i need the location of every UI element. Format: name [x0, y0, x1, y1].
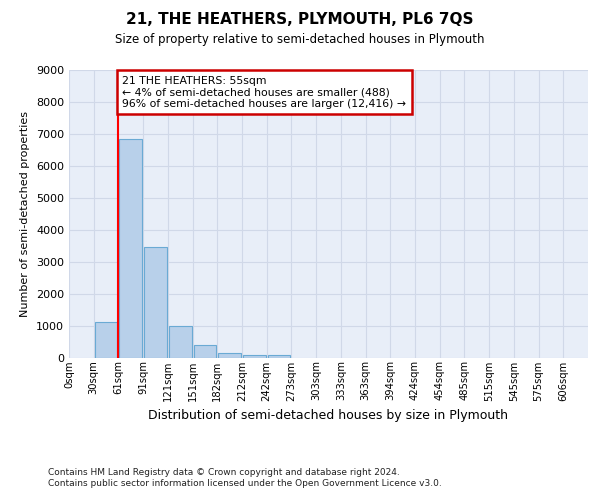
Text: 21, THE HEATHERS, PLYMOUTH, PL6 7QS: 21, THE HEATHERS, PLYMOUTH, PL6 7QS	[126, 12, 474, 28]
Bar	[119, 138, 142, 358]
Text: Contains HM Land Registry data © Crown copyright and database right 2024.
Contai: Contains HM Land Registry data © Crown c…	[48, 468, 442, 487]
Bar	[169, 326, 191, 358]
Bar	[268, 355, 290, 358]
Bar	[144, 248, 167, 358]
Bar	[194, 344, 216, 358]
Bar	[218, 352, 241, 358]
Bar	[243, 354, 266, 358]
Text: 21 THE HEATHERS: 55sqm
← 4% of semi-detached houses are smaller (488)
96% of sem: 21 THE HEATHERS: 55sqm ← 4% of semi-deta…	[122, 76, 406, 109]
Bar	[95, 322, 118, 358]
X-axis label: Distribution of semi-detached houses by size in Plymouth: Distribution of semi-detached houses by …	[149, 409, 509, 422]
Y-axis label: Number of semi-detached properties: Number of semi-detached properties	[20, 111, 31, 317]
Text: Size of property relative to semi-detached houses in Plymouth: Size of property relative to semi-detach…	[115, 32, 485, 46]
